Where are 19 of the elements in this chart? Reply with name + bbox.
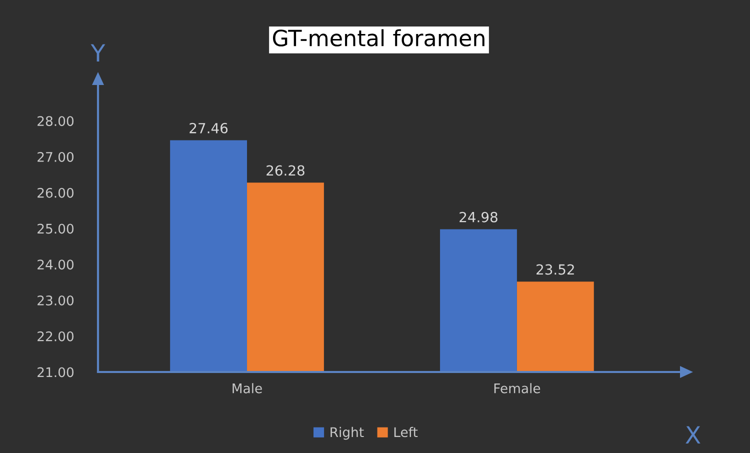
- data-label: 24.98: [460, 212, 498, 222]
- legend-label: Left: [394, 426, 418, 438]
- data-label: 27.46: [190, 122, 228, 134]
- y-tick-label: 22.00: [38, 331, 74, 342]
- legend-label: Right: [330, 426, 364, 440]
- data-label: 23.52: [536, 264, 574, 275]
- data-label: 26.28: [266, 165, 304, 176]
- y-axis-title: Y: [90, 44, 106, 62]
- y-tick-label: 27.00: [38, 152, 74, 162]
- x-axis-title: X: [686, 426, 700, 444]
- chart-title: GT-mental foramen: [272, 29, 484, 46]
- y-tick-label: 25.00: [38, 224, 74, 234]
- x-tick-label: Male: [232, 383, 262, 394]
- y-tick-label: 21.00: [38, 367, 74, 378]
- y-tick-label: 26.00: [38, 188, 74, 198]
- y-tick-label: 23.00: [38, 295, 74, 306]
- x-tick-label: Female: [494, 383, 540, 394]
- y-tick-label: 28.00: [38, 116, 74, 126]
- y-tick-label: 24.00: [38, 260, 74, 270]
